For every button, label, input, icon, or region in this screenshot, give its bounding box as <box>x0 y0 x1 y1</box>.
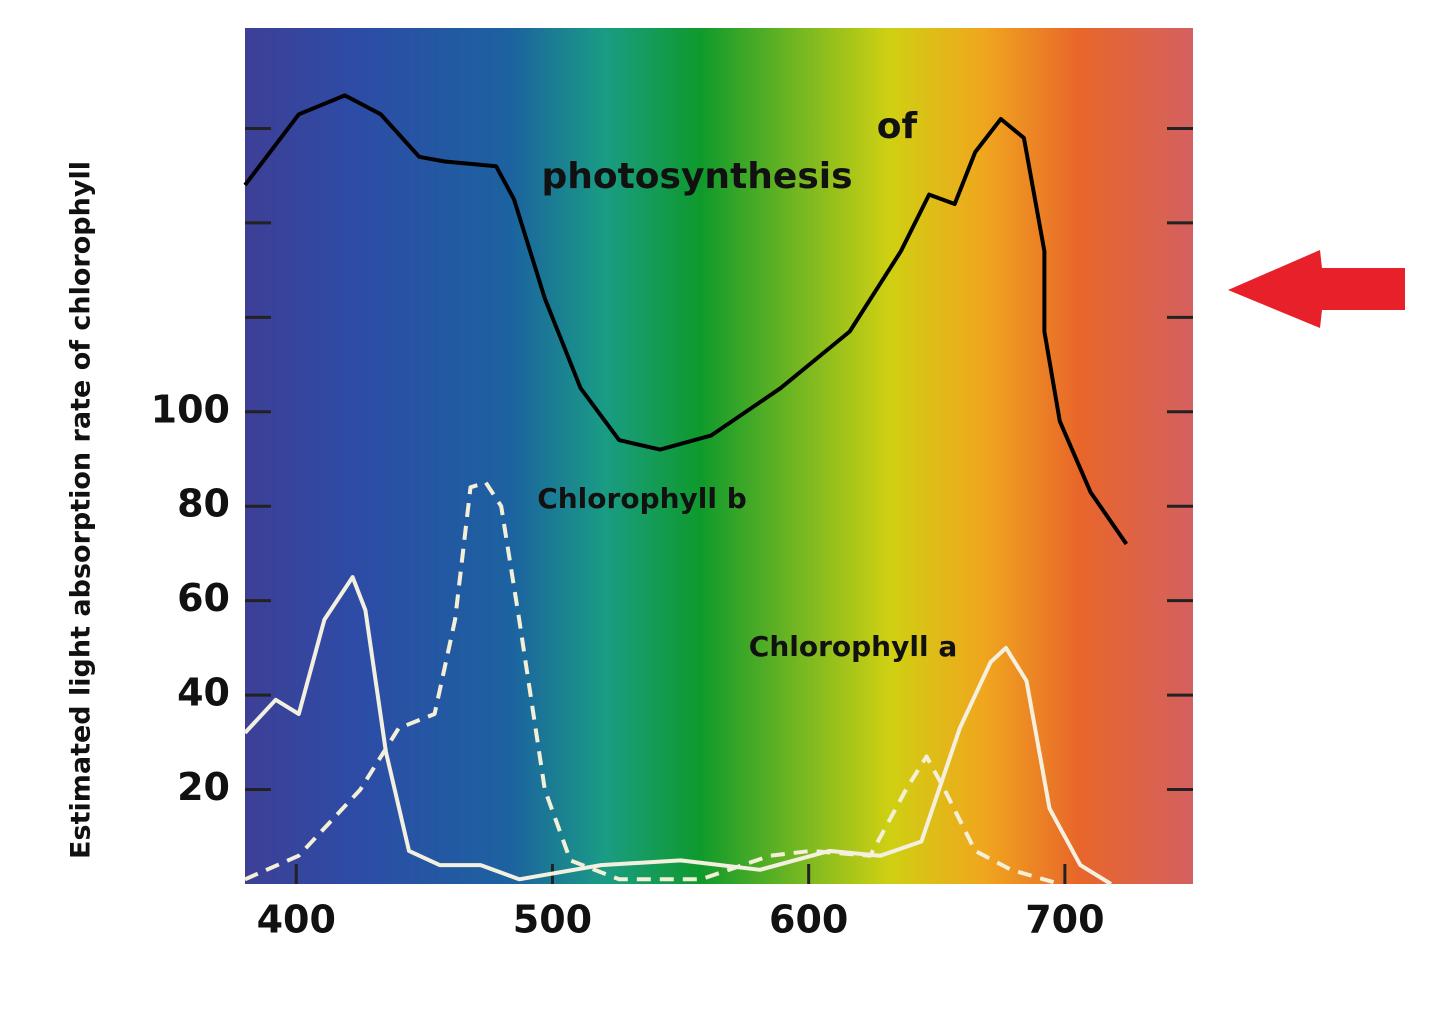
plot-background <box>245 28 1193 884</box>
arrow-icon <box>1228 250 1405 328</box>
y-tick-label: 60 <box>177 576 230 620</box>
x-tick-label: 500 <box>513 898 592 942</box>
data-line <box>243 575 1113 886</box>
series-label: Chlorophyll b <box>537 482 747 515</box>
y-tick-label: 80 <box>177 482 230 526</box>
annotation: photosynthesis <box>541 156 852 197</box>
x-tick-label: 600 <box>769 898 848 942</box>
data-line <box>243 93 1129 546</box>
series-label: Chlorophyll a <box>749 630 957 663</box>
x-tick-label: 700 <box>1025 898 1104 942</box>
x-tick-label: 400 <box>257 898 336 942</box>
y-tick-label: 100 <box>151 387 230 431</box>
annotation: of <box>877 106 918 147</box>
y-axis-title: Estimated light absorption rate of chlor… <box>66 161 97 859</box>
y-tick-label: 20 <box>177 765 230 809</box>
y-tick-label: 40 <box>177 671 230 715</box>
